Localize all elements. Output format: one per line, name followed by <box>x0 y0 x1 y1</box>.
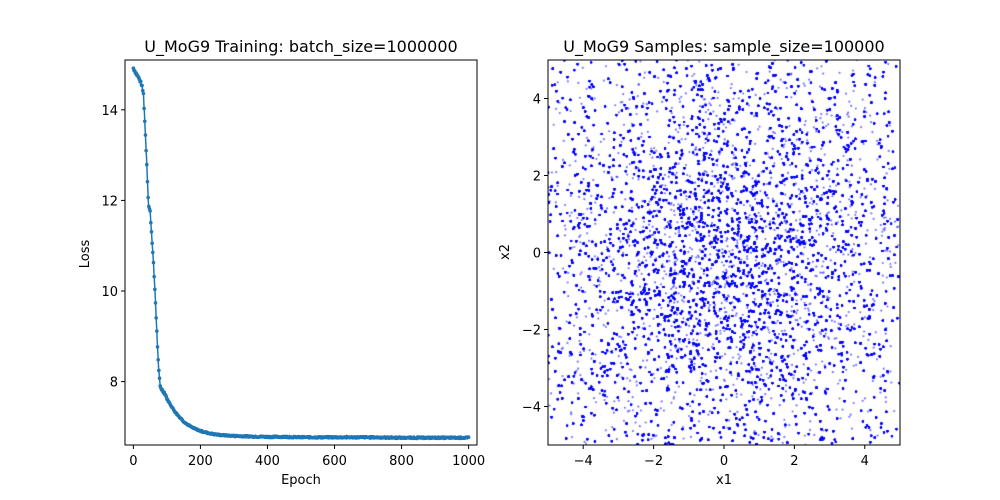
samples-points <box>548 60 900 445</box>
samples-x-tick-label: −4 <box>574 454 593 469</box>
loss-point <box>151 260 156 265</box>
loss-point <box>153 287 157 292</box>
training-chart-title: U_MoG9 Training: batch_size=1000000 <box>144 37 457 57</box>
samples-x-axis-label: x1 <box>716 473 732 488</box>
training-plot-area <box>124 59 478 446</box>
loss-point <box>157 376 162 381</box>
training-x-tick-label: 0 <box>129 454 137 469</box>
training-y-tick-label: 14 <box>101 104 118 119</box>
training-y-axis-label: Loss <box>78 240 93 269</box>
samples-x-axis: −4 −2 0 2 4 <box>574 445 869 469</box>
loss-point <box>144 148 148 153</box>
samples-y-tick-label: 0 <box>533 247 541 262</box>
samples-y-axis-label: x2 <box>498 244 513 260</box>
loss-point <box>144 162 149 167</box>
training-y-axis: 8 10 12 14 <box>101 104 125 391</box>
samples-y-axis: −4 −2 0 2 4 <box>522 93 548 416</box>
loss-point <box>145 179 150 184</box>
training-x-tick-label: 800 <box>389 454 414 469</box>
loss-point <box>140 83 144 88</box>
samples-scatter-chart: U_MoG9 Samples: sample_size=100000 −4 −2 0… <box>498 37 901 488</box>
loss-point <box>466 435 471 439</box>
loss-point <box>142 106 146 111</box>
loss-point <box>141 91 146 96</box>
loss-point <box>140 88 145 93</box>
loss-point <box>142 119 147 124</box>
loss-point <box>155 345 160 349</box>
samples-y-tick-label: −2 <box>522 324 541 339</box>
training-x-axis: 0 200 400 600 800 1000 <box>129 445 485 469</box>
training-loss-chart: U_MoG9 Training: batch_size=1000000 0 200… <box>78 37 485 488</box>
loss-point <box>157 368 161 373</box>
samples-x-tick-label: 4 <box>861 454 869 469</box>
samples-x-tick-label: −2 <box>644 454 663 469</box>
training-x-tick-label: 1000 <box>452 454 485 469</box>
samples-x-tick-label: 2 <box>790 454 798 469</box>
training-x-tick-label: 200 <box>188 454 213 469</box>
loss-point <box>155 329 159 333</box>
samples-y-tick-label: −4 <box>522 401 541 416</box>
samples-chart-title: U_MoG9 Samples: sample_size=100000 <box>563 37 884 57</box>
loss-point <box>150 241 154 246</box>
loss-point <box>156 357 160 362</box>
loss-point <box>164 394 169 399</box>
training-x-tick-label: 600 <box>322 454 347 469</box>
training-y-tick-label: 12 <box>101 194 118 209</box>
loss-point <box>151 250 155 255</box>
loss-point <box>138 79 143 84</box>
training-loss-series <box>131 66 471 441</box>
loss-point <box>154 316 158 320</box>
samples-y-tick-label: 2 <box>533 170 541 185</box>
samples-y-tick-label: 4 <box>533 93 541 108</box>
loss-point <box>149 230 154 234</box>
training-x-tick-label: 400 <box>255 454 280 469</box>
training-y-tick-label: 8 <box>110 376 118 391</box>
loss-point <box>146 195 150 200</box>
loss-point <box>148 209 152 213</box>
training-x-axis-label: Epoch <box>281 473 321 488</box>
loss-point <box>149 220 153 225</box>
loss-point <box>143 133 148 137</box>
samples-points-layer <box>548 60 900 445</box>
samples-x-tick-label: 0 <box>720 454 728 469</box>
loss-point <box>152 274 156 279</box>
training-y-tick-label: 10 <box>101 285 118 300</box>
loss-point <box>153 301 158 305</box>
